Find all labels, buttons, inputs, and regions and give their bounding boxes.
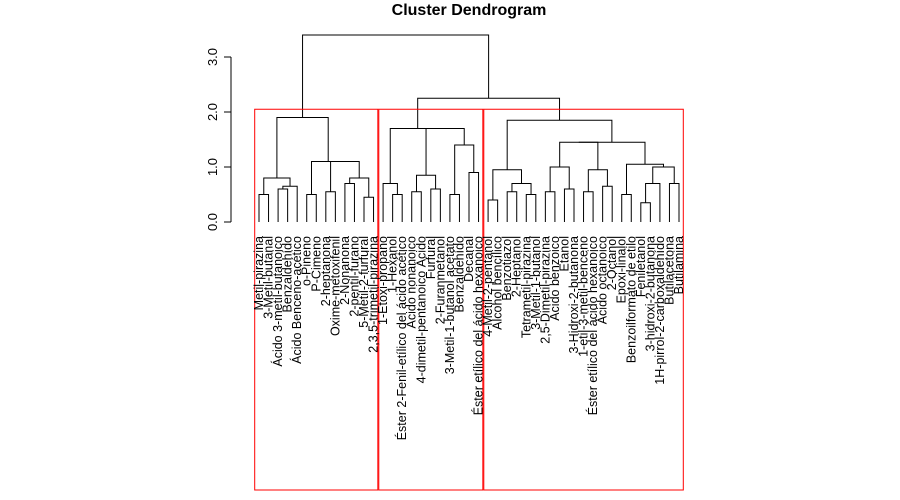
dendrogram-branch: [276, 117, 329, 178]
leaf-label: Éster 2-Fenil-etílico del ácido acético: [394, 236, 409, 440]
dendrogram-branch: [602, 185, 613, 222]
dendrogram-branch: [563, 188, 575, 222]
leaf-label: 3-Hidroxi-2-butanona: [567, 236, 581, 353]
leaf-label: 1-Hexanol: [386, 236, 400, 293]
dendrogram-branch: [454, 144, 475, 195]
dendrogram-branch: [587, 169, 608, 192]
leaf-label: Feniletanol: [634, 236, 648, 297]
leaf-label: Benzaldehído: [281, 236, 295, 313]
leaf-label: P-Cimeno: [309, 236, 323, 292]
dendrogram-branch: [392, 194, 403, 222]
leaf-label: 1-etil-3-metil-benceno: [577, 236, 591, 357]
cluster-rectangles: [254, 108, 684, 491]
dendrogram-branch: [640, 202, 651, 222]
leaf-label: 4-dimetil-pentanoico Ácido: [413, 236, 428, 383]
leaf-label: Butilacetona: [662, 236, 676, 305]
dendrogram-branch: [583, 191, 594, 222]
leaf-label: 2,5-Dimetil-pirazina: [538, 236, 552, 344]
dendrogram-branch: [544, 191, 556, 222]
dendrogram-branch: [277, 188, 289, 222]
dendrogram-branch: [430, 188, 441, 222]
cluster-rectangle: [483, 108, 684, 491]
leaf-label: 2-pentil-furano: [347, 236, 361, 317]
leaf-label: 3-Metil-butanal: [262, 236, 276, 319]
dendrogram-branch: [349, 177, 370, 198]
leaf-label: Ácido Benceno-acético: [289, 236, 304, 364]
leaf-label: o-Pineno: [300, 236, 314, 286]
dendrogram-branch: [417, 97, 561, 129]
leaf-label: Ácido 3-metil-butanoico: [270, 236, 285, 367]
leaf-label: Metil-pirazina: [252, 236, 266, 310]
dendrogram-branch: [411, 191, 422, 222]
y-tick-label: 2.0: [205, 103, 220, 121]
leaf-label: Alcohol bencílico: [491, 236, 505, 330]
cluster-rectangle: [254, 108, 379, 491]
dendrogram-branch: [302, 34, 490, 118]
leaf-label: 5-Metil-2-furfural: [357, 236, 371, 328]
dendrogram-branch: [549, 166, 570, 192]
leaf-label: Ácido benzoico: [547, 236, 562, 321]
leaf-label: Decanal: [462, 236, 476, 282]
leaf-label: 1-Etoxi-propano: [376, 236, 390, 325]
dendrogram-branch: [449, 194, 460, 222]
dendrogram-branch: [282, 185, 298, 222]
leaf-label: Epoxi-linalol: [615, 236, 629, 303]
leaf-label: Ácido nonanoico: [404, 236, 419, 328]
dendrogram-branch: [668, 183, 680, 222]
leaf-label: 1H-pirrol-2-carboxaldehído: [653, 236, 667, 385]
dendrogram-branch: [525, 194, 537, 222]
y-tick-label: 3.0: [205, 48, 220, 66]
dendrogram-branch: [306, 194, 317, 222]
leaf-label: Éster etílico del ácido hexanoico: [471, 236, 486, 415]
leaf-label: 2-Octanol: [605, 236, 619, 290]
dendrogram-branch: [511, 183, 532, 195]
dendrogram-branch: [389, 128, 446, 184]
y-axis: 0.0 1.0 2.0 3.0: [205, 48, 232, 231]
leaf-label: Butilamina: [672, 236, 686, 294]
dendrogram-branch: [325, 191, 336, 222]
leaf-label: Benzotiazol: [500, 236, 514, 301]
leaf-label: Tetrametil-pirazina: [519, 236, 533, 338]
leaf-label: 2,3,5-trimetil-pirazina: [367, 236, 381, 353]
y-tick-label: 0.0: [205, 213, 220, 231]
y-tick-label: 1.0: [205, 158, 220, 176]
leaf-label: 2-heptanona: [319, 236, 333, 306]
leaf-label: 3-Metil-1-butanol: [529, 236, 543, 330]
leaf-label: 2-Nonanona: [338, 236, 352, 305]
leaf-label: 4-Metil-2-pentanol: [481, 236, 495, 337]
leaf-label: Etanol: [557, 236, 571, 271]
leaf-label: Furfural: [424, 236, 438, 279]
leaf-label: Benzoilformato de etilo: [624, 236, 638, 363]
dendrogram-branch: [363, 196, 375, 222]
leaf-label: 2-Furanmetanol: [433, 236, 447, 324]
dendrogram-branch: [559, 141, 599, 170]
dendrogram-branch: [258, 194, 270, 222]
dendrogram-branches: [258, 34, 680, 222]
leaf-label: 2-Heptanol: [510, 236, 524, 297]
cluster-rectangle: [378, 108, 484, 491]
dendrogram-branch: [382, 183, 398, 222]
dendrogram-branch: [506, 191, 518, 222]
dendrogram-branch: [652, 166, 675, 184]
leaf-label: Benzaldehído: [452, 236, 466, 313]
leaf-label: Ácido octanoico: [595, 236, 610, 324]
dendrogram-branch: [344, 183, 355, 222]
leaf-label: Éster etílico del ácido hexanoico: [585, 236, 600, 415]
dendrogram-branch: [621, 194, 632, 222]
dendrogram-branch: [626, 163, 664, 195]
dendrogram-branch: [578, 141, 646, 165]
leaf-label: 3-hidroxi-2-butanona: [643, 236, 657, 351]
leaf-label: 3-Metil-1-butanol acetato: [443, 236, 457, 374]
chart-title: Cluster Dendrogram: [392, 2, 547, 19]
dendrogram-branch: [311, 161, 345, 195]
leaf-label: Oxime-metoxifenil: [328, 236, 342, 336]
dendrogram-branch: [487, 199, 499, 222]
dendrogram-branch: [468, 172, 480, 222]
dendrogram-branch: [425, 128, 465, 176]
